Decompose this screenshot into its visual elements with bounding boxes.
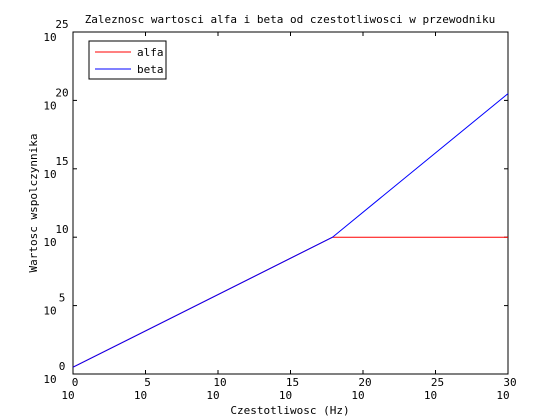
y-tick-exponent: 5: [59, 292, 66, 305]
legend-box: [88, 40, 167, 80]
x-tick-base: 10: [61, 389, 74, 402]
x-tick-exponent: 25: [431, 376, 444, 389]
y-tick-exponent: 25: [55, 18, 68, 31]
y-tick-exponent: 10: [55, 223, 68, 236]
legend-label-alfa: alfa: [137, 46, 164, 59]
y-tick-base: 10: [43, 236, 56, 249]
x-tick-base: 10: [134, 389, 147, 402]
series-line-beta: [72, 93, 509, 368]
x-tick-exponent: 20: [358, 376, 371, 389]
y-tick-base: 10: [43, 31, 56, 44]
plot-area: [72, 31, 509, 375]
x-tick-exponent: 5: [144, 376, 151, 389]
y-tick-base: 10: [43, 99, 56, 112]
y-tick-base: 10: [43, 305, 56, 318]
x-tick-base: 10: [424, 389, 437, 402]
chart-title: Zaleznosc wartosci alfa i beta od czesto…: [85, 13, 496, 26]
x-tick-exponent: 10: [213, 376, 226, 389]
legend-label-beta: beta: [137, 63, 164, 76]
y-tick-exponent: 0: [59, 360, 66, 373]
legend: alfa beta: [88, 40, 167, 80]
x-tick-base: 10: [496, 389, 509, 402]
x-tick-exponent: 0: [72, 376, 79, 389]
x-tick-base: 10: [206, 389, 219, 402]
x-axis-label: Czestotliwosc (Hz): [230, 404, 349, 417]
x-tick-base: 10: [279, 389, 292, 402]
y-tick-exponent: 20: [55, 86, 68, 99]
y-tick-base: 10: [43, 168, 56, 181]
series-lines: [72, 93, 509, 368]
y-tick-exponent: 15: [55, 155, 68, 168]
x-tick-exponent: 30: [503, 376, 516, 389]
x-tick-base: 10: [351, 389, 364, 402]
x-tick-exponent: 15: [286, 376, 299, 389]
y-tick-base: 10: [43, 373, 56, 386]
y-axis-label: Wartosc wspolczynnika: [27, 133, 40, 272]
